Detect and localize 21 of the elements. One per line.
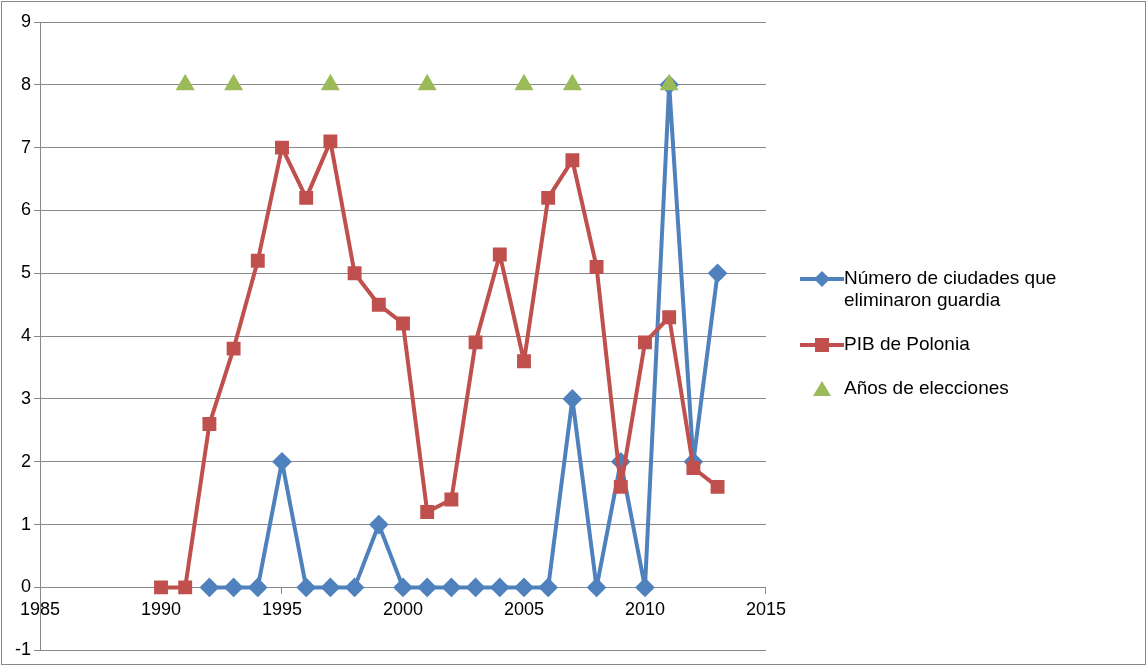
y-tick-label: 2 [20, 450, 31, 471]
x-tick-label: 2000 [382, 599, 424, 620]
x-tick-label: 2005 [503, 599, 545, 620]
legend-label: PIB de Polonia [844, 333, 970, 355]
legend-label: Años de elecciones [844, 377, 1009, 399]
x-tick-label: 2015 [745, 599, 786, 620]
y-tick-label: 3 [20, 387, 31, 408]
x-tick-label: 1985 [19, 599, 61, 620]
legend-label: Número de ciudades que eliminaron guardia [844, 267, 1058, 311]
y-tick-label: 5 [20, 262, 31, 283]
x-tick-label: 1990 [140, 599, 182, 620]
y-tick-label: 7 [20, 136, 31, 157]
y-tick-label: 4 [20, 325, 31, 346]
y-tick-label: -1 [14, 639, 31, 660]
y-tick-label: 9 [20, 10, 31, 31]
y-tick-label: 8 [20, 73, 31, 94]
y-tick-label: 1 [20, 513, 31, 534]
x-tick-label: 1995 [261, 599, 303, 620]
x-tick-label: 2010 [624, 599, 666, 620]
y-tick-label: 0 [20, 576, 31, 597]
y-tick-label: 6 [20, 199, 31, 220]
